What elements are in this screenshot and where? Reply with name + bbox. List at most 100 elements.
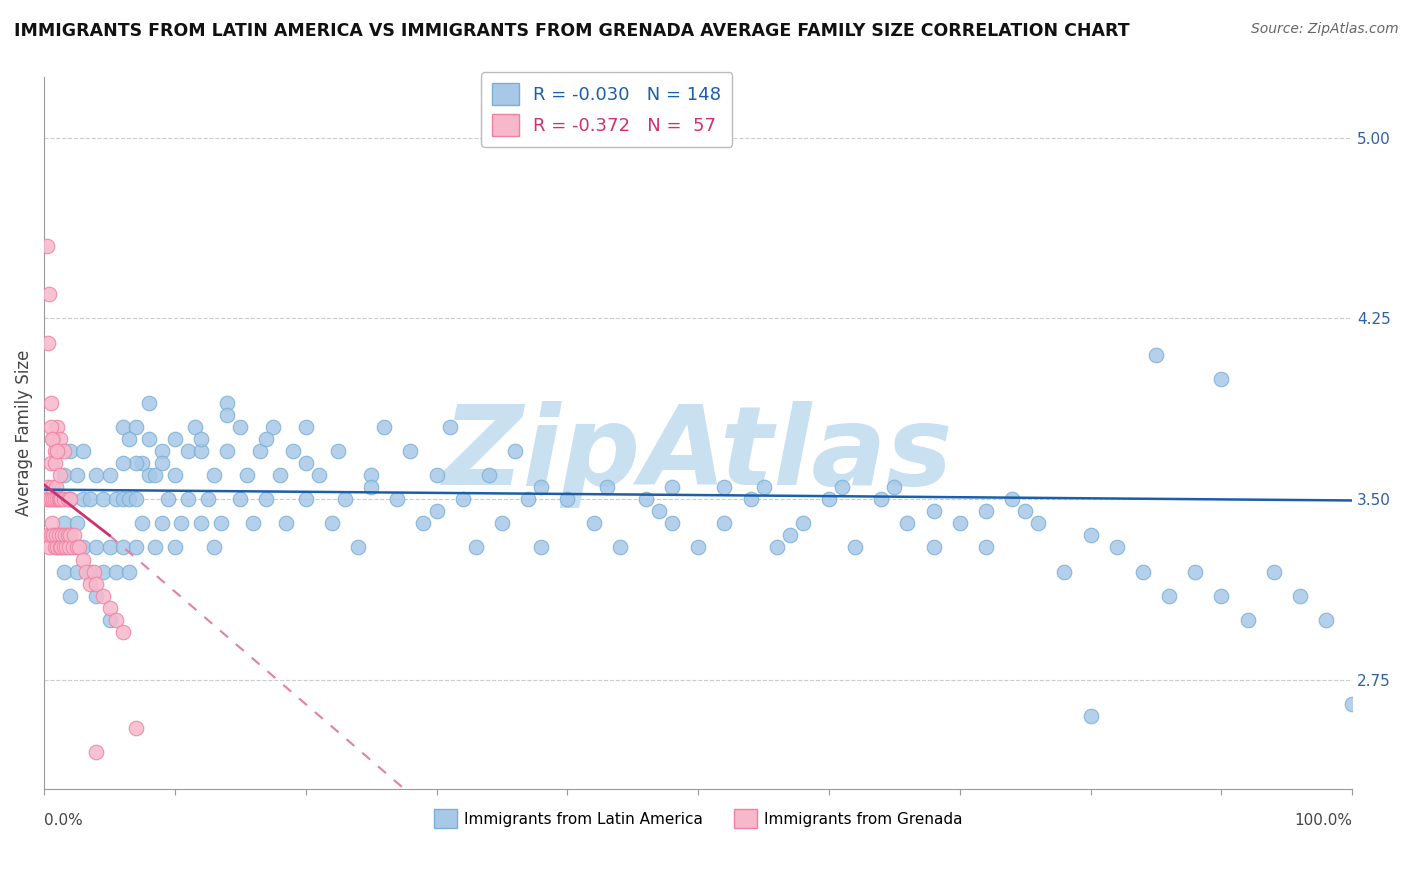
Point — [66, 516, 89, 531]
Point — [111, 541, 134, 555]
Point — [41, 480, 63, 494]
Point — [1144, 348, 1167, 362]
Point — [818, 492, 841, 507]
Point — [269, 468, 291, 483]
Point — [56, 492, 79, 507]
Point — [42, 432, 65, 446]
Point — [321, 516, 343, 531]
Point — [595, 480, 617, 494]
Point — [217, 396, 239, 410]
Point — [86, 541, 108, 555]
Point — [58, 541, 80, 555]
Point — [1014, 504, 1036, 518]
Point — [183, 420, 205, 434]
Point — [49, 492, 72, 507]
Point — [59, 528, 82, 542]
Point — [44, 444, 66, 458]
Point — [582, 516, 605, 531]
Point — [844, 541, 866, 555]
Point — [66, 565, 89, 579]
Point — [1080, 528, 1102, 542]
Point — [52, 565, 75, 579]
Point — [1236, 613, 1258, 627]
Point — [412, 516, 434, 531]
Point — [609, 541, 631, 555]
Point — [1105, 541, 1128, 555]
Point — [503, 444, 526, 458]
Point — [373, 420, 395, 434]
Point — [1211, 372, 1233, 386]
Point — [86, 745, 108, 759]
Point — [294, 492, 316, 507]
Point — [72, 444, 94, 458]
Point — [740, 492, 762, 507]
Point — [62, 541, 84, 555]
Point — [111, 492, 134, 507]
Point — [41, 432, 63, 446]
Text: ZipAtlas: ZipAtlas — [443, 401, 953, 508]
Point — [66, 468, 89, 483]
Point — [792, 516, 814, 531]
Point — [138, 432, 160, 446]
Point — [202, 541, 225, 555]
Point — [125, 721, 148, 735]
Point — [451, 492, 474, 507]
Point — [256, 492, 278, 507]
Point — [517, 492, 540, 507]
Point — [752, 480, 775, 494]
Point — [478, 468, 501, 483]
Point — [91, 565, 114, 579]
Point — [217, 444, 239, 458]
Point — [274, 516, 297, 531]
Point — [51, 528, 73, 542]
Y-axis label: Average Family Size: Average Family Size — [15, 350, 32, 516]
Point — [86, 468, 108, 483]
Point — [105, 492, 128, 507]
Point — [39, 420, 62, 434]
Text: 0.0%: 0.0% — [44, 813, 83, 828]
Point — [150, 516, 173, 531]
Point — [46, 444, 69, 458]
Point — [150, 444, 173, 458]
Point — [530, 480, 553, 494]
Point — [118, 432, 141, 446]
Point — [49, 541, 72, 555]
Point — [37, 528, 59, 542]
Point — [59, 541, 82, 555]
Point — [46, 420, 69, 434]
Point — [125, 420, 148, 434]
Point — [72, 492, 94, 507]
Point — [1026, 516, 1049, 531]
Point — [49, 541, 72, 555]
Point — [37, 480, 59, 494]
Point — [530, 541, 553, 555]
Point — [661, 516, 683, 531]
Point — [197, 492, 219, 507]
Point — [1211, 589, 1233, 603]
Point — [49, 468, 72, 483]
Point — [38, 287, 60, 301]
Point — [98, 613, 121, 627]
Point — [39, 492, 62, 507]
Point — [91, 492, 114, 507]
Point — [91, 589, 114, 603]
Point — [118, 565, 141, 579]
Point — [125, 541, 148, 555]
Point — [79, 576, 101, 591]
Point — [86, 589, 108, 603]
Point — [38, 541, 60, 555]
Point — [1132, 565, 1154, 579]
Point — [83, 565, 105, 579]
Point — [190, 432, 212, 446]
Point — [45, 480, 67, 494]
Point — [35, 239, 58, 253]
Point — [41, 516, 63, 531]
Point — [661, 480, 683, 494]
Legend: Immigrants from Latin America, Immigrants from Grenada: Immigrants from Latin America, Immigrant… — [427, 804, 969, 834]
Point — [59, 492, 82, 507]
Point — [491, 516, 513, 531]
Point — [328, 444, 350, 458]
Point — [98, 468, 121, 483]
Point — [52, 541, 75, 555]
Point — [949, 516, 972, 531]
